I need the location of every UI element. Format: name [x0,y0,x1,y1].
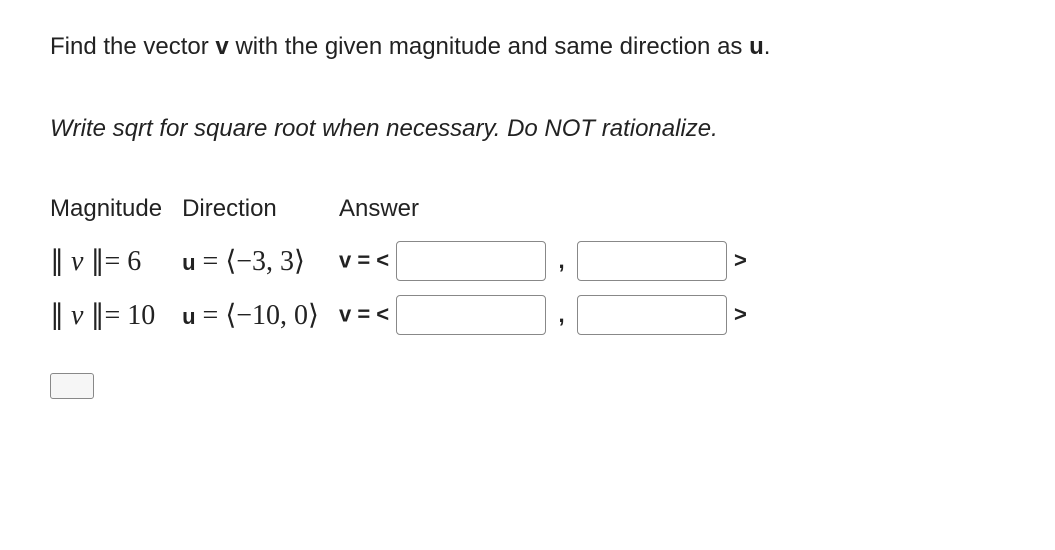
header-direction: Direction [182,195,339,241]
prompt-post: . [764,33,771,60]
answer-input-x[interactable] [396,295,546,335]
open-angle: < [376,302,389,327]
direction-cell: u = ⟨−10, 0⟩ [182,295,339,349]
answer-input-y[interactable] [577,295,727,335]
open-angle: < [376,248,389,273]
magnitude-expr: ∥ v ∥= 6 [50,246,141,277]
close-angle: > [734,302,747,327]
table-row: ∥ v ∥= 6 u = ⟨−3, 3⟩ v = < , > [50,241,767,295]
header-magnitude: Magnitude [50,195,182,241]
comma: , [552,302,570,327]
direction-expr: u = ⟨−3, 3⟩ [182,246,305,277]
submit-placeholder[interactable] [50,373,94,399]
table-row: ∥ v ∥= 10 u = ⟨−10, 0⟩ v = < , > [50,295,767,349]
question-prompt: Find the vector v with the given magnitu… [50,30,1005,64]
magnitude-expr: ∥ v ∥= 10 [50,300,155,331]
prompt-u: u [749,33,764,60]
magnitude-cell: ∥ v ∥= 6 [50,241,182,295]
answer-cell: v = < , > [339,241,767,295]
prompt-pre: Find the vector [50,33,215,60]
magnitude-cell: ∥ v ∥= 10 [50,295,182,349]
problem-table: Magnitude Direction Answer ∥ v ∥= 6 u = … [50,195,767,349]
answer-input-y[interactable] [577,241,727,281]
instruction-text: Write sqrt for square root when necessar… [50,112,1005,146]
answer-cell: v = < , > [339,295,767,349]
answer-prefix: v = [339,248,376,273]
answer-prefix: v = [339,302,376,327]
answer-input-x[interactable] [396,241,546,281]
prompt-v: v [215,33,228,60]
direction-expr: u = ⟨−10, 0⟩ [182,300,319,331]
close-angle: > [734,248,747,273]
prompt-mid: with the given magnitude and same direct… [229,33,749,60]
comma: , [552,248,570,273]
header-answer: Answer [339,195,767,241]
direction-cell: u = ⟨−3, 3⟩ [182,241,339,295]
